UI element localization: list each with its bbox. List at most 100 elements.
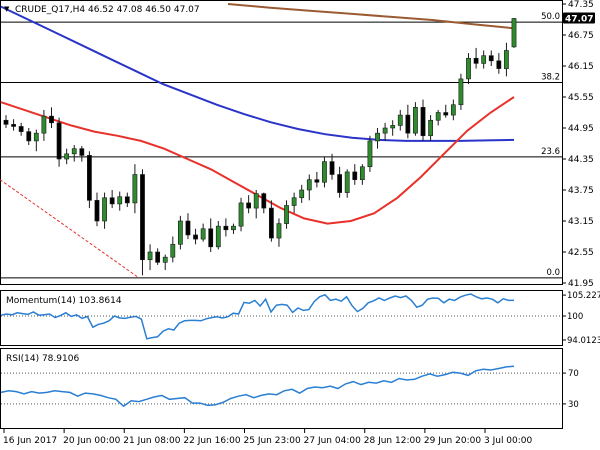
bearish-candle: [405, 114, 411, 134]
bullish-candle: [117, 196, 123, 205]
bullish-candle: [253, 193, 259, 209]
current-price-label: 47.07: [565, 14, 593, 24]
bullish-candle: [344, 171, 350, 193]
fib-label: 50.0: [541, 12, 560, 22]
bullish-candle: [450, 104, 456, 116]
bearish-candle: [329, 161, 335, 175]
time-tick-label: 22 Jun 16:00: [183, 436, 240, 446]
sma200-line: [227, 3, 515, 30]
bearish-candle: [185, 220, 191, 236]
time-tick-label: 21 Jun 08:00: [123, 436, 180, 446]
bullish-candle: [511, 18, 517, 48]
time-tick-label: 20 Jun 00:00: [63, 436, 120, 446]
price-tick-label: 47.35: [568, 0, 594, 10]
price-tick-label: 41.95: [568, 279, 594, 289]
time-tick-label: 29 Jun 20:00: [424, 436, 481, 446]
bullish-candle: [284, 205, 289, 224]
bullish-candle: [322, 161, 327, 183]
momentum-axis: 105.2272 100 94.0123: [562, 291, 600, 346]
rsi-panel[interactable]: [0, 348, 563, 429]
bullish-candle: [481, 55, 487, 64]
bearish-candle: [18, 126, 24, 132]
bearish-candle: [94, 200, 100, 222]
candles-group: [3, 17, 517, 276]
bearish-candle: [87, 155, 92, 201]
bullish-candle: [458, 78, 464, 106]
bearish-candle: [443, 112, 449, 116]
bearish-candle: [488, 55, 494, 62]
bearish-candle: [124, 196, 130, 204]
price-tick-label: 43.15: [568, 217, 594, 227]
bullish-candle: [162, 256, 168, 263]
bearish-candle: [208, 228, 214, 248]
symbol-header: CRUDE_Q17,H4 46.52 47.08 46.50 47.07: [15, 5, 200, 15]
bullish-candle: [178, 220, 183, 245]
bearish-candle: [26, 131, 32, 142]
price-panel[interactable]: [0, 0, 563, 285]
momentum-line: [0, 293, 514, 340]
bullish-candle: [215, 225, 221, 248]
bearish-candle: [314, 179, 320, 183]
momentum-tick-label: 94.0123: [567, 336, 600, 346]
bearish-candle: [109, 197, 115, 205]
momentum-path: [0, 293, 514, 340]
bullish-candle: [291, 197, 297, 206]
momentum-tick-label: 100: [567, 312, 583, 322]
bearish-candle: [268, 207, 274, 239]
bullish-candle: [397, 114, 403, 126]
momentum-panel[interactable]: [0, 290, 563, 346]
bearish-candle: [49, 115, 54, 124]
fib-label: 23.6: [541, 147, 560, 157]
bearish-candle: [261, 193, 267, 209]
bullish-candle: [504, 50, 509, 69]
bullish-candle: [413, 107, 418, 134]
bullish-candle: [200, 228, 206, 240]
bullish-candle: [428, 119, 433, 137]
bearish-candle: [79, 148, 85, 156]
bearish-candle: [420, 107, 426, 137]
momentum-header: Momentum(14) 103.8614: [6, 296, 122, 306]
dropdown-icon[interactable]: ▼: [4, 5, 10, 13]
trendline-group: [0, 179, 140, 279]
bearish-candle: [496, 60, 502, 69]
bearish-candle: [56, 122, 62, 160]
time-axis: 16 Jun 2017 20 Jun 00:00 21 Jun 08:00 22 Ju…: [3, 429, 533, 446]
momentum-tick-label: 105.2272: [567, 291, 600, 301]
bullish-candle: [466, 57, 471, 80]
rsi-tick-label: 70: [568, 369, 579, 379]
time-tick-label: 3 Jul 00:00: [484, 436, 533, 446]
bullish-candle: [71, 148, 77, 155]
bullish-candle: [390, 125, 396, 129]
bullish-candle: [132, 174, 138, 204]
bullish-candle: [33, 132, 39, 142]
bullish-candle: [238, 202, 244, 227]
rsi-axis: 70 30: [562, 369, 579, 410]
price-axis: 47.35 46.75 46.15 45.55 44.95 44.35 43.75 43.15…: [562, 0, 594, 289]
rsi-path: [0, 365, 515, 408]
bullish-candle: [276, 223, 282, 239]
fib-label: 38.2: [541, 73, 560, 83]
bearish-candle: [246, 202, 252, 209]
sma100-line: [0, 5, 515, 142]
bullish-candle: [231, 225, 236, 231]
bullish-candle: [64, 153, 70, 160]
bullish-candle: [147, 251, 153, 261]
price-tick-label: 44.35: [568, 155, 594, 165]
bearish-candle: [337, 174, 342, 193]
price-tick-label: 43.75: [568, 186, 594, 196]
price-tick-label: 42.55: [568, 248, 594, 258]
bearish-candle: [140, 174, 145, 261]
bearish-candle: [155, 251, 161, 263]
dashed-trendline: [0, 179, 140, 279]
price-tick-label: 46.75: [568, 31, 594, 41]
price-tick-label: 46.15: [568, 62, 594, 72]
bullish-candle: [306, 179, 312, 191]
bearish-candle: [352, 171, 358, 180]
fib-label: 0.0: [546, 268, 560, 278]
bullish-candle: [41, 115, 47, 134]
bullish-candle: [299, 189, 305, 199]
bearish-candle: [473, 57, 479, 64]
bullish-candle: [375, 132, 380, 142]
bullish-candle: [170, 243, 176, 258]
